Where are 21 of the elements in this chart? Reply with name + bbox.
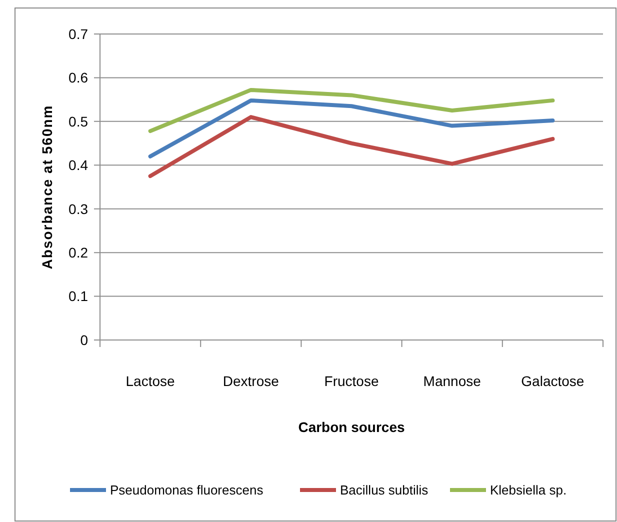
y-tick-label: 0.1 [68, 288, 88, 304]
x-tick-label: Mannose [423, 373, 482, 389]
y-tick-label: 0 [80, 332, 88, 348]
y-tick-label: 0.7 [68, 26, 88, 42]
line-series [148, 115, 555, 178]
y-axis-title: Absorbance at 560nm [39, 104, 55, 270]
x-tick-label: Dextrose [222, 373, 280, 389]
y-tick-label: 0.5 [68, 113, 88, 130]
x-axis-title: Carbon sources [298, 419, 406, 435]
x-tick-label: Lactose [126, 373, 176, 389]
legend-label: Klebsiella sp. [490, 482, 567, 498]
legend-label: Pseudomonas fluorescens [110, 482, 264, 498]
x-tick-label: Fructose [324, 373, 379, 389]
line-series [148, 98, 555, 158]
line-series [148, 88, 555, 134]
y-tick-label: 0.6 [68, 70, 88, 86]
legend-label: Bacillus subtilis [340, 482, 429, 498]
y-tick-label: 0.4 [68, 157, 88, 174]
x-tick-label: Galactose [521, 373, 584, 389]
y-tick-label: 0.3 [68, 200, 88, 217]
y-tick-label: 0.2 [68, 244, 88, 260]
